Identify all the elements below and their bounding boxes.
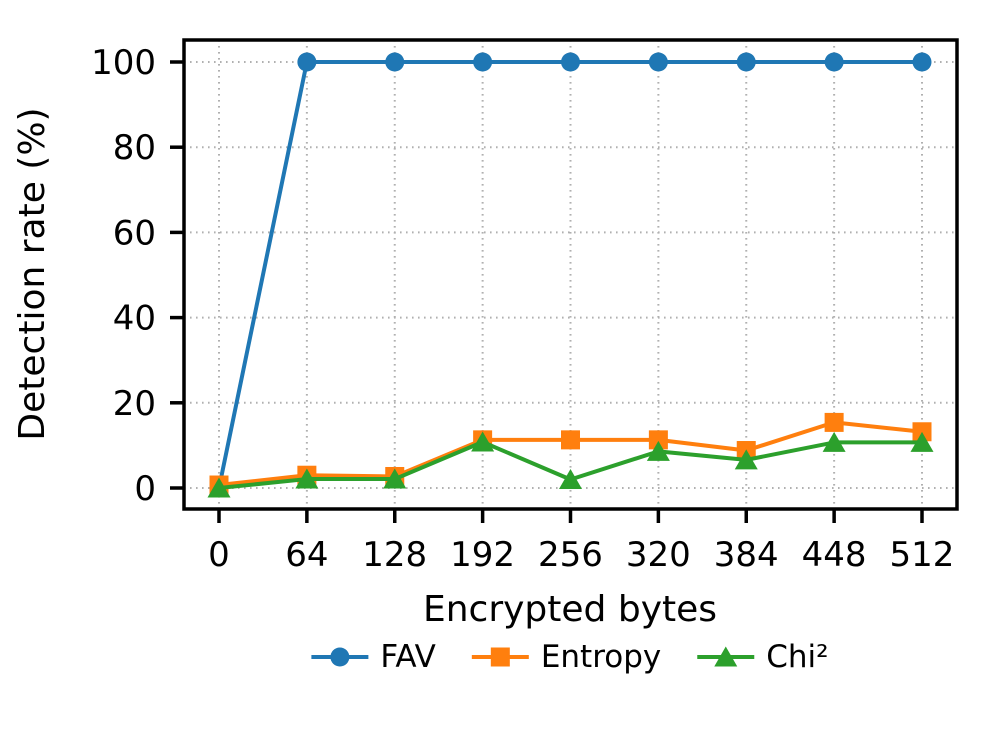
x-tick-label: 256 — [538, 535, 603, 575]
x-tick-label: 0 — [208, 535, 230, 575]
data-point-circle — [912, 52, 932, 72]
x-tick-label: 192 — [450, 535, 515, 575]
data-point-circle — [385, 52, 405, 72]
y-tick-label: 80 — [113, 128, 156, 168]
data-point-triangle — [822, 431, 846, 452]
data-point-circle — [473, 52, 493, 72]
data-point-triangle — [910, 431, 934, 452]
y-tick-label: 100 — [91, 43, 156, 83]
data-point-triangle — [559, 468, 582, 489]
tick-marks — [170, 60, 924, 523]
y-tick-label: 40 — [113, 299, 156, 339]
data-point-square — [561, 430, 580, 450]
legend-label: FAV — [380, 639, 435, 675]
data-point-triangle — [471, 431, 495, 452]
legend-circle-marker — [330, 647, 350, 667]
x-axis-label: Encrypted bytes — [423, 589, 717, 630]
data-point-square — [648, 430, 668, 450]
data-point-triangle — [383, 468, 407, 489]
x-tick-label: 448 — [802, 535, 867, 575]
x-tick-label: 320 — [626, 535, 691, 575]
y-tick-label: 0 — [134, 469, 156, 509]
x-tick-label: 384 — [714, 535, 779, 575]
data-point-square — [824, 412, 844, 432]
data-point-circle — [648, 52, 668, 72]
x-tick-label: 128 — [362, 535, 427, 575]
x-tick-label: 64 — [285, 535, 328, 575]
series-chi — [207, 431, 934, 498]
tick-labels: 0 64 128 192 256 320 384 448 512 0 20 40 60 80 100 — [91, 43, 954, 575]
data-point-circle — [561, 52, 580, 72]
legend-label: Entropy — [541, 639, 661, 675]
data-point-triangle — [646, 440, 670, 461]
legend-square-marker — [490, 647, 510, 667]
data-point-circle — [736, 52, 756, 72]
data-point-circle — [297, 52, 317, 72]
legend-item-entropy: Entropy — [471, 639, 661, 675]
legend-triangle-marker — [714, 646, 738, 667]
data-point-circle — [824, 52, 844, 72]
data-point-triangle — [734, 449, 758, 470]
x-tick-label: 512 — [890, 535, 955, 575]
data-point-square — [912, 422, 932, 442]
y-tick-label: 60 — [113, 213, 156, 253]
legend-item-chi: Chi² — [697, 639, 829, 675]
legend-item-fav: FAV — [311, 639, 436, 675]
y-tick-label: 20 — [113, 384, 156, 424]
data-point-triangle — [207, 477, 231, 498]
y-axis-label: Detection rate (%) — [12, 107, 53, 440]
legend-label: Chi² — [766, 639, 828, 675]
data-point-triangle — [295, 468, 319, 489]
legend: FAV Entropy Chi² — [311, 639, 829, 675]
